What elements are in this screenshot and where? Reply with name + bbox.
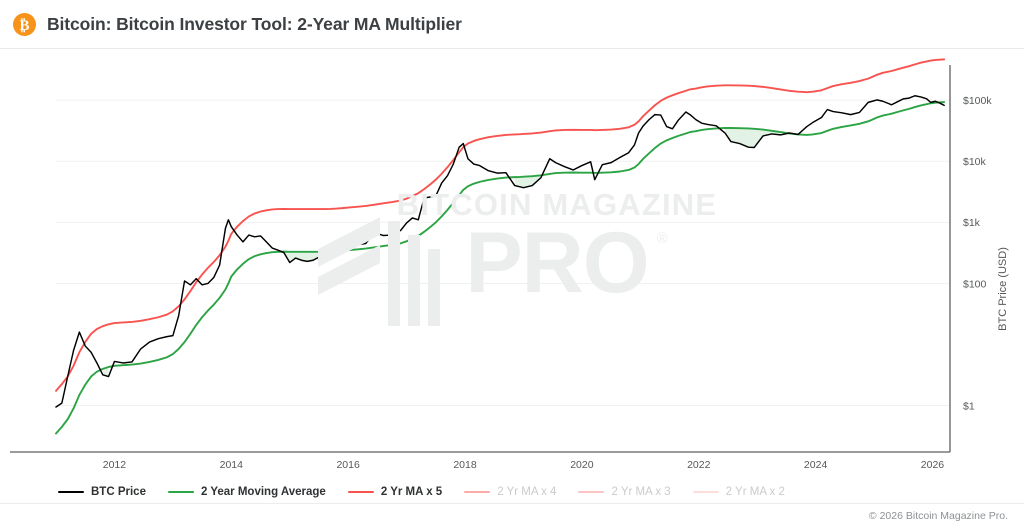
- x-axis-tick-label: 2024: [804, 459, 828, 471]
- legend-swatch-icon: [692, 490, 719, 494]
- legend-label: 2 Yr MA x 5: [380, 486, 443, 498]
- legend-label: 2 Year Moving Average: [200, 486, 326, 498]
- page-header: ₿ Bitcoin: Bitcoin Investor Tool: 2-Year…: [0, 0, 1024, 49]
- x-axis-tick-label: 2022: [687, 459, 711, 471]
- svg-text:₿: ₿: [19, 18, 29, 34]
- y-axis-tick-label: $1: [963, 400, 975, 412]
- legend-item-2-yr-ma-x-5[interactable]: 2 Yr MA x 5: [347, 486, 443, 498]
- legend-label: 2 Yr MA x 4: [497, 486, 557, 498]
- below-ma-fill-segment: [725, 128, 781, 148]
- x-axis-tick-label: 2018: [453, 459, 477, 471]
- x-axis-tick-label: 2012: [103, 459, 127, 471]
- legend-swatch-icon: [347, 490, 374, 494]
- legend-swatch-icon: [464, 490, 491, 494]
- series-line-btc-price: [55, 95, 945, 408]
- page-footer: © 2026 Bitcoin Magazine Pro.: [0, 503, 1024, 528]
- legend-swatch-icon: [58, 490, 84, 494]
- x-axis-tick-label: 2016: [336, 459, 360, 471]
- legend-label: 2 Yr MA x 2: [725, 486, 785, 498]
- bitcoin-logo-icon: ₿: [13, 12, 36, 36]
- chart-container: $1 $100 $1k $10k $100k 2012 2014 2016 2018 2020 2…: [0, 49, 1024, 481]
- y-axis-tick-label: $10k: [963, 156, 987, 168]
- legend-item-2-yr-ma-x-4[interactable]: 2 Yr MA x 4: [464, 486, 556, 498]
- chart-legend: BTC Price 2 Year Moving Average 2 Yr MA x …: [0, 481, 1024, 503]
- x-axis: 2012 2014 2016 2018 2020 2022 2024 2026: [10, 451, 950, 471]
- y-axis: $1 $100 $1k $10k $100k: [949, 65, 992, 452]
- x-axis-tick-label: 2014: [220, 459, 244, 471]
- x-axis-tick-label: 2020: [570, 459, 594, 471]
- legend-item-2-year-moving-average[interactable]: 2 Year Moving Average: [167, 486, 326, 498]
- legend-swatch-icon: [167, 490, 194, 494]
- chart-gridlines: [56, 99, 950, 407]
- legend-label: 2 Yr MA x 3: [611, 486, 671, 498]
- legend-item-2-yr-ma-x-2[interactable]: 2 Yr MA x 2: [692, 486, 785, 498]
- legend-swatch-icon: [578, 490, 605, 494]
- page-title: Bitcoin: Bitcoin Investor Tool: 2-Year M…: [47, 13, 462, 34]
- y-axis-title: BTC Price (USD): [997, 247, 1009, 331]
- legend-item-btc-price[interactable]: BTC Price: [58, 486, 146, 498]
- y-axis-tick-label: $1k: [963, 217, 981, 229]
- legend-label: BTC Price: [91, 486, 146, 498]
- series-line-2-year-moving-average: [55, 101, 946, 435]
- x-axis-tick-label: 2026: [921, 459, 945, 471]
- y-axis-tick-label: $100k: [963, 95, 992, 107]
- legend-item-2-yr-ma-x-3[interactable]: 2 Yr MA x 3: [578, 486, 671, 498]
- series-line-2-yr-ma-x5: [55, 58, 946, 392]
- y-axis-tick-label: $100: [963, 278, 987, 290]
- copyright-text: © 2026 Bitcoin Magazine Pro.: [868, 510, 1008, 522]
- below-ma-fill-segment: [514, 175, 541, 188]
- price-chart[interactable]: $1$100$1k$10k$100k 2012 2014 2016 2018 2020 2…: [0, 49, 1024, 481]
